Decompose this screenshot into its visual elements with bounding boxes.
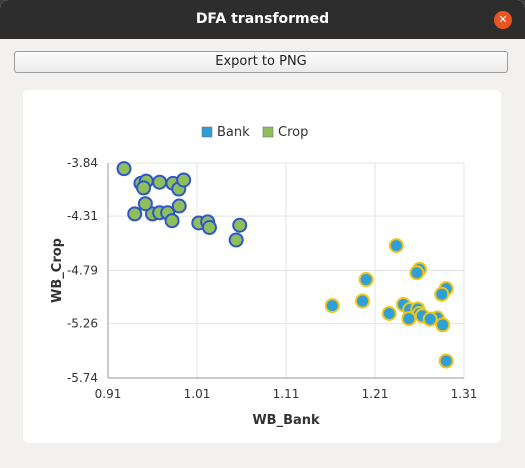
data-point-bank bbox=[422, 311, 438, 327]
data-point-crop bbox=[164, 213, 180, 229]
legend-marker-bank bbox=[201, 126, 213, 138]
data-point-bank bbox=[435, 317, 451, 333]
data-point-crop bbox=[176, 172, 192, 188]
x-tick-label: 0.91 bbox=[95, 387, 122, 401]
data-point-bank bbox=[438, 353, 454, 369]
legend-marker-crop bbox=[262, 126, 274, 138]
export-to-png-button[interactable]: Export to PNG bbox=[14, 51, 508, 73]
data-point-crop bbox=[127, 206, 143, 222]
y-tick-label: -3.84 bbox=[67, 156, 98, 170]
chart-panel: Bank Crop 0.91 1.01 1.11 1.21 1.31 -3.84 -4.31 -… bbox=[23, 90, 501, 443]
data-point-crop bbox=[201, 220, 217, 235]
data-point-bank bbox=[358, 272, 374, 288]
y-tick-label: -4.31 bbox=[67, 209, 98, 223]
x-tick-label: 1.31 bbox=[451, 387, 478, 401]
x-tick-label: 1.01 bbox=[184, 387, 211, 401]
data-point-bank bbox=[388, 238, 404, 254]
data-point-crop bbox=[171, 198, 187, 214]
data-point-bank bbox=[434, 286, 450, 302]
x-axis-title: WB_Bank bbox=[252, 413, 320, 428]
data-point-crop bbox=[136, 180, 152, 196]
data-point-crop bbox=[116, 161, 132, 177]
y-tick-label: -5.26 bbox=[67, 317, 98, 331]
data-point-bank bbox=[401, 311, 417, 327]
data-point-bank bbox=[409, 265, 425, 281]
data-point-crop bbox=[232, 217, 248, 233]
close-icon[interactable]: ✕ bbox=[494, 11, 512, 29]
data-point-crop bbox=[228, 232, 244, 248]
data-point-bank bbox=[381, 306, 397, 321]
y-tick-label: -5.74 bbox=[67, 371, 98, 385]
scatter-chart: Bank Crop 0.91 1.01 1.11 1.21 1.31 -3.84 -4.31 -… bbox=[50, 125, 478, 428]
window-title: DFA transformed bbox=[195, 11, 330, 27]
y-axis-title: WB_Crop bbox=[50, 238, 65, 303]
data-point-crop bbox=[137, 196, 153, 212]
title-bar[interactable]: DFA transformed ✕ bbox=[0, 0, 525, 39]
y-tick-label: -4.79 bbox=[67, 264, 98, 278]
data-point-bank bbox=[355, 293, 371, 309]
x-tick-label: 1.11 bbox=[273, 387, 300, 401]
data-point-crop bbox=[152, 174, 168, 190]
legend-label-crop: Crop bbox=[278, 125, 308, 140]
legend-label-bank: Bank bbox=[217, 125, 250, 140]
x-tick-label: 1.21 bbox=[362, 387, 389, 401]
data-point-bank bbox=[324, 298, 340, 314]
